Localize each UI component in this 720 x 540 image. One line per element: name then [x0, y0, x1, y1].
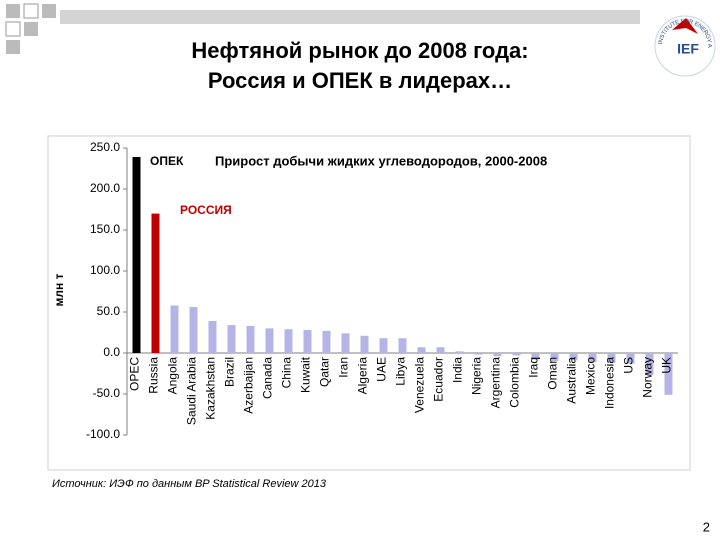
title-line: Нефтяной рынок до 2008 года:: [191, 38, 528, 63]
bar: [531, 353, 540, 360]
x-tick-label: Oman: [546, 357, 560, 390]
bar: [493, 353, 502, 357]
bar: [208, 321, 217, 353]
bar: [455, 351, 464, 353]
x-tick-label: Libya: [394, 357, 408, 386]
logo-circle: [654, 15, 716, 77]
y-tick-label: -50.0: [93, 386, 121, 400]
y-tick-label: 150.0: [90, 222, 120, 236]
x-tick-label: UK: [660, 357, 674, 374]
bar: [550, 353, 559, 362]
y-tick-label: -100.0: [86, 427, 120, 441]
x-tick-label: Azerbaijan: [242, 357, 256, 414]
y-tick-label: 200.0: [90, 181, 120, 195]
title-line: Россия и ОПЕК в лидерах…: [208, 68, 512, 93]
bar: [436, 347, 445, 353]
x-tick-label: India: [451, 357, 465, 383]
x-tick-label: Colombia: [508, 357, 522, 408]
bar: [341, 333, 350, 353]
bar: [664, 353, 673, 395]
x-tick-label: UAE: [375, 357, 389, 382]
bar: [512, 353, 521, 356]
x-tick-label: Algeria: [356, 357, 370, 395]
y-tick-label: 50.0: [97, 304, 121, 318]
chart-frame: [47, 135, 691, 471]
bar: [626, 353, 635, 364]
x-tick-label: US: [622, 357, 636, 374]
bar: [189, 307, 198, 353]
bar: [474, 353, 483, 355]
x-tick-label: Kazakhstan: [204, 357, 218, 420]
bar: [170, 305, 179, 353]
bar: [303, 330, 312, 353]
bar: [151, 213, 160, 353]
bar: [284, 329, 293, 353]
x-tick-label: Nigeria: [470, 357, 484, 395]
y-tick-label: 250.0: [90, 140, 120, 154]
bar: [417, 347, 426, 353]
logo-text: IEF: [677, 41, 699, 57]
bar: [569, 353, 578, 361]
x-tick-label: Saudi Arabia: [185, 357, 199, 425]
bar: [588, 353, 597, 363]
x-tick-label: China: [280, 357, 294, 389]
bar: [265, 328, 274, 353]
y-tick-label: 100.0: [90, 263, 120, 277]
x-tick-label: Mexico: [584, 357, 598, 395]
x-tick-label: Brazil: [223, 357, 237, 387]
y-tick-label: 0.0: [103, 345, 120, 359]
bar: [227, 325, 236, 353]
x-tick-label: OPEC: [128, 357, 142, 391]
header-decor: [5, 3, 640, 54]
bar: [645, 353, 654, 376]
bar: [322, 330, 331, 353]
x-tick-label: Ecuador: [432, 357, 446, 402]
logo-flame: [672, 18, 698, 34]
x-tick-label: Iran: [337, 357, 351, 378]
x-tick-label: Argentina: [489, 357, 503, 409]
x-tick-label: Australia: [565, 357, 579, 404]
bar: [132, 157, 141, 353]
annotation: Прирост добычи жидких углеводородов, 200…: [215, 153, 547, 168]
x-tick-label: Canada: [261, 357, 275, 399]
bar: [360, 335, 369, 353]
source: Источник: ИЭФ по данным BP Statistical R…: [52, 478, 327, 490]
bar: [607, 353, 616, 363]
bar: [246, 325, 255, 353]
x-tick-label: Qatar: [318, 357, 332, 387]
x-tick-label: Venezuela: [413, 357, 427, 413]
page-number: 2: [703, 519, 710, 534]
annotation: ОПЕК: [150, 154, 184, 168]
x-tick-label: Russia: [147, 357, 161, 394]
bar: [379, 338, 388, 353]
annotation: РОССИЯ: [180, 203, 232, 217]
y-axis-label: млн т: [52, 273, 66, 306]
bar: [398, 338, 407, 353]
x-tick-label: Angola: [166, 357, 180, 395]
x-tick-label: Indonesia: [603, 357, 617, 409]
x-tick-label: Iraq: [527, 357, 541, 378]
x-tick-label: Norway: [641, 357, 655, 398]
x-tick-label: Kuwait: [299, 356, 313, 393]
